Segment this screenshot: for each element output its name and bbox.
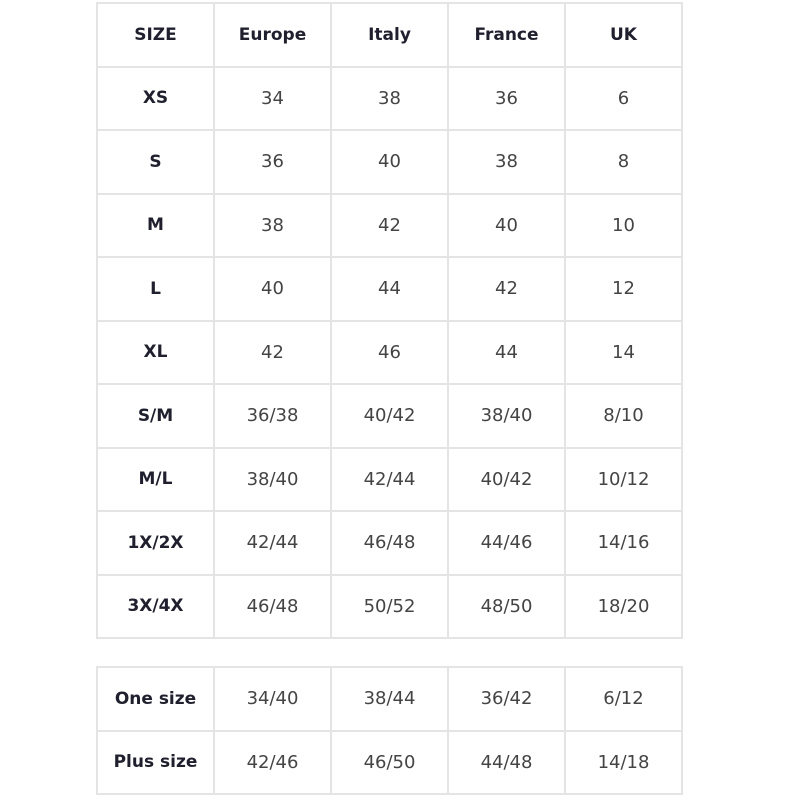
size-label-cell: 1X/2X: [96, 510, 215, 576]
table-cell: 38: [330, 65, 449, 131]
table-cell: 34: [213, 65, 332, 131]
table-cell: 46/48: [330, 510, 449, 576]
table-row: L 40 44 42 12: [96, 256, 683, 322]
table-cell: 6/12: [564, 666, 683, 732]
size-label-cell: L: [96, 256, 215, 322]
table-row: M 38 42 40 10: [96, 192, 683, 258]
table-cell: 38: [213, 192, 332, 258]
table-row: S/M 36/38 40/42 38/40 8/10: [96, 383, 683, 449]
table-cell: 8/10: [564, 383, 683, 449]
table-cell: 38/40: [447, 383, 566, 449]
table-cell: 10/12: [564, 446, 683, 512]
size-conversion-table: SIZE Europe Italy France UK XS 34 38 36 6 S 36 40 38 8…: [96, 2, 683, 639]
table-cell: 40: [330, 129, 449, 195]
column-header: SIZE: [96, 2, 215, 68]
table-cell: 44/46: [447, 510, 566, 576]
column-header: UK: [564, 2, 683, 68]
table-row: Plus size 42/46 46/50 44/48 14/18: [96, 729, 683, 795]
table-cell: 34/40: [213, 666, 332, 732]
column-header: Italy: [330, 2, 449, 68]
table-row: 3X/4X 46/48 50/52 48/50 18/20: [96, 573, 683, 639]
size-label-cell: XL: [96, 319, 215, 385]
column-header: France: [447, 2, 566, 68]
table-cell: 6: [564, 65, 683, 131]
table-cell: 44/48: [447, 729, 566, 795]
table-cell: 42: [447, 256, 566, 322]
table-cell: 44: [447, 319, 566, 385]
table-cell: 14/16: [564, 510, 683, 576]
size-label-cell: Plus size: [96, 729, 215, 795]
table-cell: 14/18: [564, 729, 683, 795]
table-cell: 38/44: [330, 666, 449, 732]
table-cell: 18/20: [564, 573, 683, 639]
table-cell: 48/50: [447, 573, 566, 639]
table-cell: 36/42: [447, 666, 566, 732]
table-cell: 42/44: [330, 446, 449, 512]
size-label-cell: XS: [96, 65, 215, 131]
table-cell: 50/52: [330, 573, 449, 639]
table-row: One size 34/40 38/44 36/42 6/12: [96, 666, 683, 732]
table-row: 1X/2X 42/44 46/48 44/46 14/16: [96, 510, 683, 576]
table-row: S 36 40 38 8: [96, 129, 683, 195]
table-cell: 40/42: [447, 446, 566, 512]
table-cell: 36/38: [213, 383, 332, 449]
table-cell: 40/42: [330, 383, 449, 449]
table-cell: 42: [330, 192, 449, 258]
table-cell: 8: [564, 129, 683, 195]
size-label-cell: S: [96, 129, 215, 195]
size-label-cell: M/L: [96, 446, 215, 512]
table-cell: 42/46: [213, 729, 332, 795]
table-cell: 46: [330, 319, 449, 385]
column-header: Europe: [213, 2, 332, 68]
size-label-cell: M: [96, 192, 215, 258]
table-cell: 10: [564, 192, 683, 258]
table-cell: 38/40: [213, 446, 332, 512]
table-cell: 46/48: [213, 573, 332, 639]
table-cell: 36: [213, 129, 332, 195]
table-cell: 40: [213, 256, 332, 322]
table-cell: 12: [564, 256, 683, 322]
size-label-cell: One size: [96, 666, 215, 732]
table-row: M/L 38/40 42/44 40/42 10/12: [96, 446, 683, 512]
one-plus-size-table: One size 34/40 38/44 36/42 6/12 Plus size 42/4…: [96, 666, 683, 795]
size-label-cell: 3X/4X: [96, 573, 215, 639]
table-row: XS 34 38 36 6: [96, 65, 683, 131]
table-cell: 44: [330, 256, 449, 322]
table-cell: 42/44: [213, 510, 332, 576]
table-cell: 46/50: [330, 729, 449, 795]
size-label-cell: S/M: [96, 383, 215, 449]
header-row: SIZE Europe Italy France UK: [96, 2, 683, 68]
table-cell: 36: [447, 65, 566, 131]
table-cell: 40: [447, 192, 566, 258]
table-cell: 42: [213, 319, 332, 385]
table-row: XL 42 46 44 14: [96, 319, 683, 385]
table-cell: 14: [564, 319, 683, 385]
table-cell: 38: [447, 129, 566, 195]
